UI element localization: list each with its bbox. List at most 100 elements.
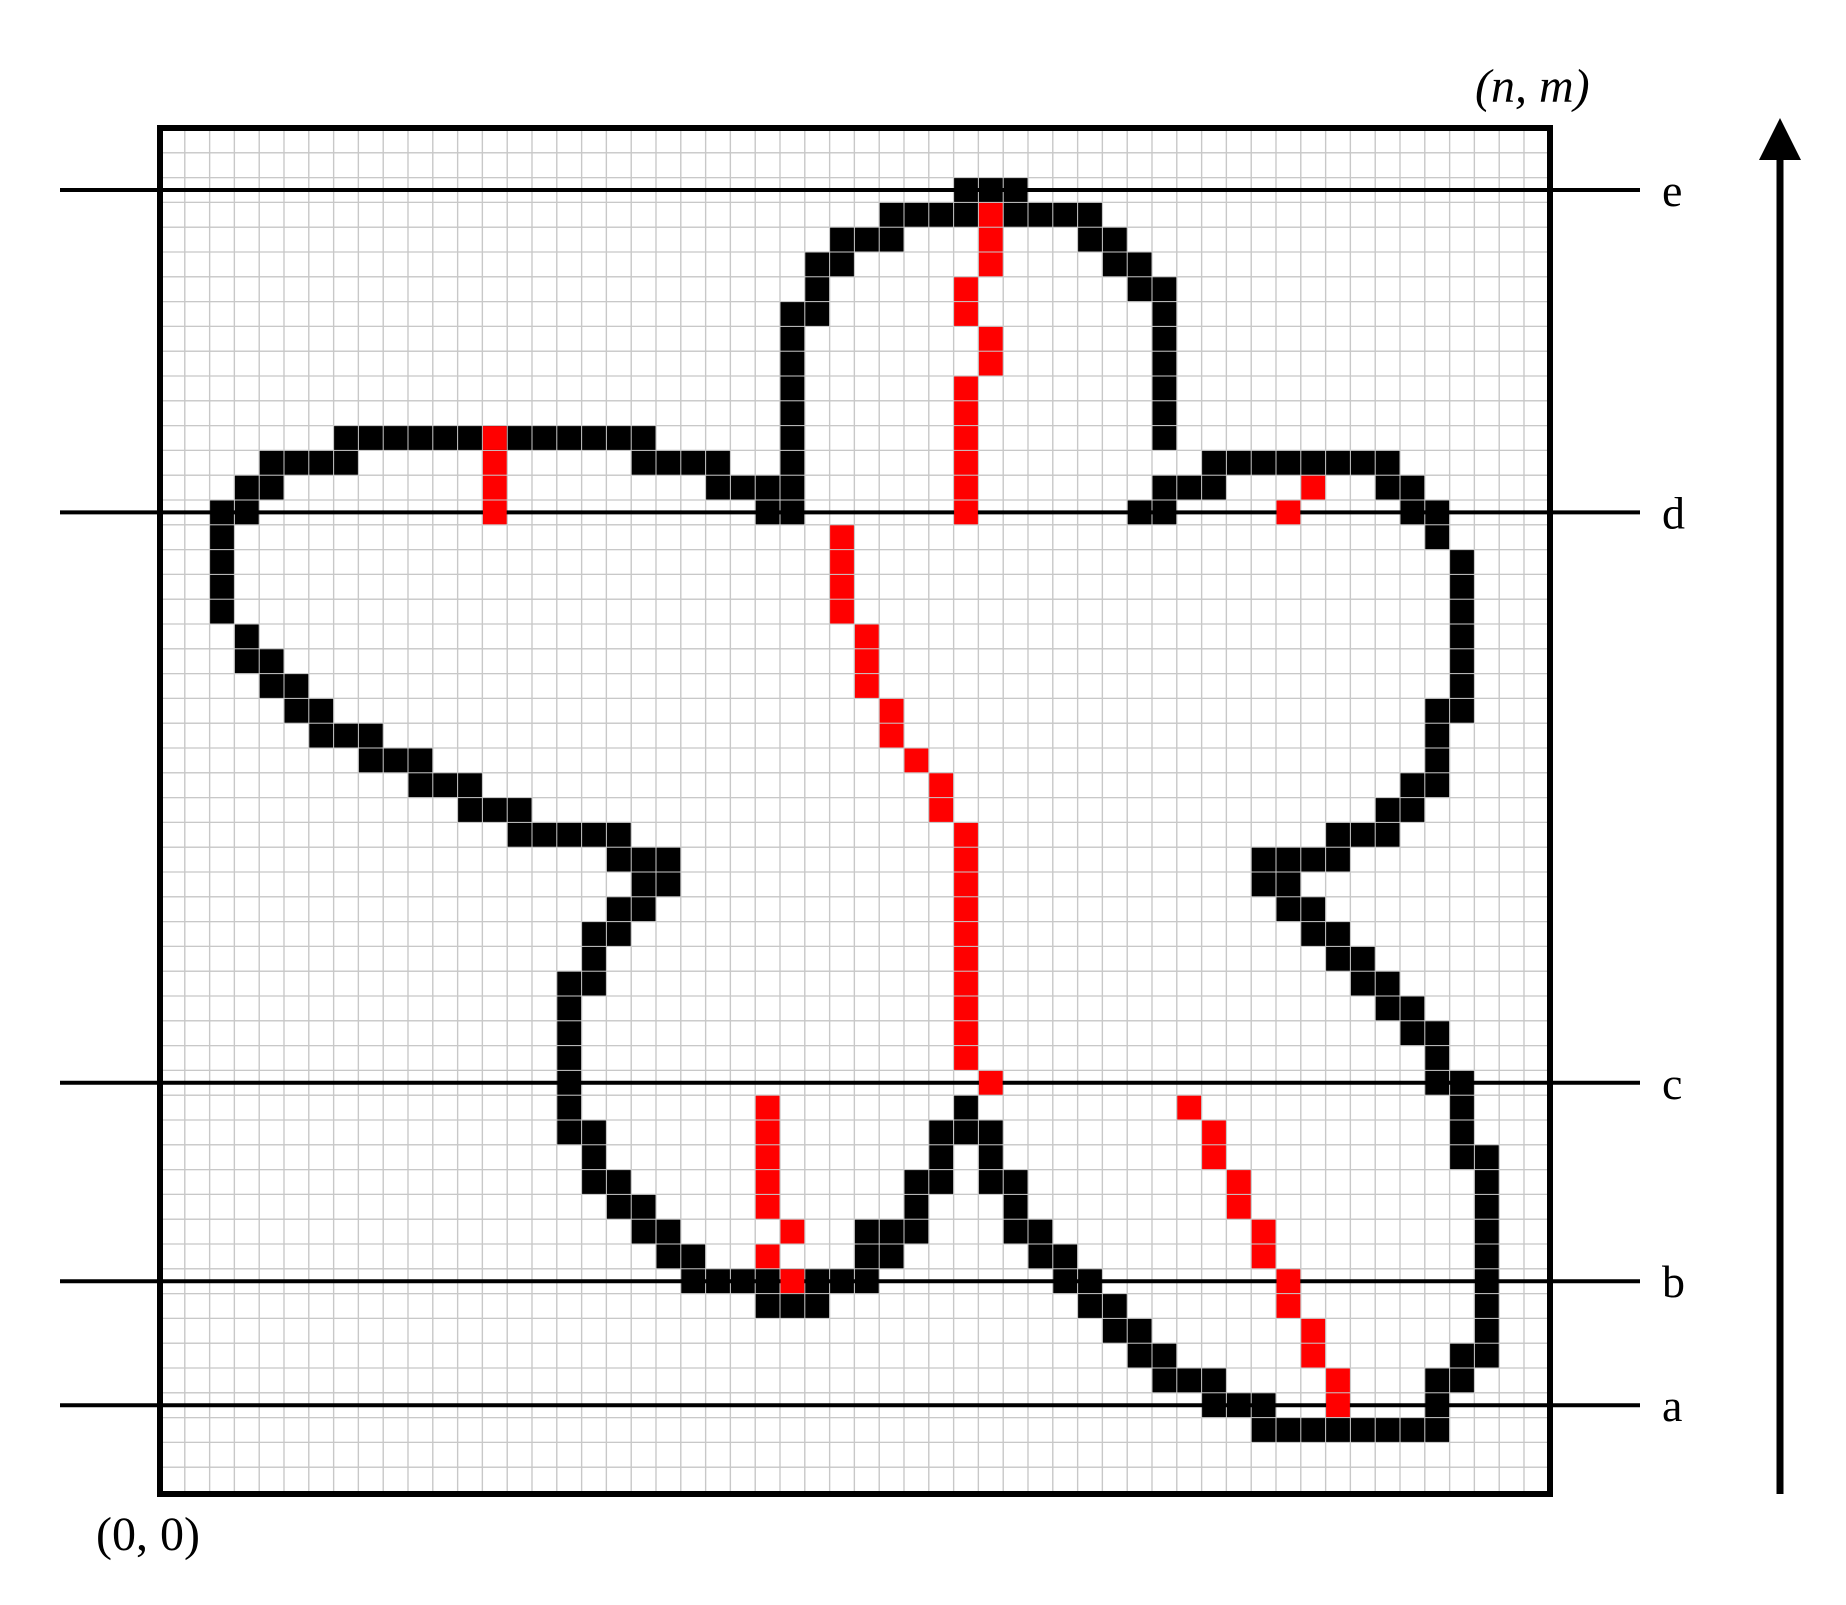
boundary-cell <box>1375 475 1400 500</box>
boundary-cell <box>830 227 854 252</box>
boundary-cell <box>1152 401 1177 426</box>
boundary-cell <box>408 748 433 773</box>
boundary-cell <box>1202 1393 1226 1418</box>
boundary-cell <box>606 822 631 847</box>
boundary-cell <box>1450 1343 1474 1368</box>
boundary-cell <box>532 822 557 847</box>
boundary-cell <box>309 450 334 475</box>
boundary-cell <box>1028 1219 1053 1244</box>
path-cell <box>954 500 978 525</box>
boundary-cell <box>1425 525 1450 550</box>
boundary-cell <box>1474 1170 1499 1194</box>
boundary-cell <box>383 748 408 773</box>
boundary-cell <box>631 1194 656 1219</box>
boundary-cell <box>1400 500 1425 525</box>
path-cell <box>1251 1244 1276 1269</box>
boundary-cell <box>383 426 408 450</box>
boundary-cell <box>1202 1368 1226 1393</box>
boundary-cell <box>234 500 259 525</box>
scan-line-label-b: b <box>1662 1256 1685 1307</box>
path-cell <box>954 426 978 450</box>
path-cell <box>978 202 1003 227</box>
boundary-cell <box>1152 302 1177 326</box>
boundary-cell <box>1474 1244 1499 1269</box>
boundary-cell <box>1003 202 1028 227</box>
boundary-cell <box>1276 872 1301 897</box>
boundary-cell <box>1375 971 1400 996</box>
boundary-cell <box>1450 1095 1474 1120</box>
path-cell <box>978 1070 1003 1095</box>
boundary-cell <box>1127 1318 1152 1343</box>
boundary-cell <box>1251 450 1276 475</box>
boundary-cell <box>582 946 606 971</box>
boundary-cell <box>1152 277 1177 302</box>
path-cell <box>1301 1318 1326 1343</box>
boundary-cell <box>1276 1418 1301 1442</box>
boundary-cell <box>557 1070 582 1095</box>
boundary-cell <box>631 450 656 475</box>
boundary-cell <box>1028 1244 1053 1269</box>
boundary-cell <box>1450 1368 1474 1393</box>
boundary-cell <box>1102 227 1127 252</box>
boundary-cell <box>706 450 730 475</box>
boundary-cell <box>458 773 482 798</box>
boundary-cell <box>1425 698 1450 723</box>
path-cell <box>954 822 978 847</box>
path-cell <box>780 1269 805 1294</box>
boundary-cell <box>482 798 507 822</box>
path-cell <box>1301 1343 1326 1368</box>
boundary-cell <box>1226 1393 1251 1418</box>
path-cell <box>954 1046 978 1070</box>
boundary-cell <box>1400 475 1425 500</box>
boundary-cell <box>1152 326 1177 351</box>
boundary-cell <box>879 1244 904 1269</box>
boundary-cell <box>606 922 631 946</box>
shape-interior <box>159 127 1550 1493</box>
path-cell <box>954 971 978 996</box>
boundary-cell <box>1301 897 1326 922</box>
boundary-cell <box>1326 946 1350 971</box>
boundary-cell <box>1053 1244 1078 1269</box>
top-right-label: (n, m) <box>1475 60 1590 113</box>
boundary-cell <box>334 723 358 748</box>
path-cell <box>954 946 978 971</box>
boundary-cell <box>1326 822 1350 847</box>
boundary-cell <box>805 1294 830 1318</box>
boundary-cell <box>854 1244 879 1269</box>
shape-boundary <box>210 178 1499 1442</box>
boundary-cell <box>978 178 1003 202</box>
boundary-cell <box>780 376 805 401</box>
boundary-cell <box>358 723 383 748</box>
boundary-cell <box>780 450 805 475</box>
boundary-cell <box>1127 252 1152 277</box>
path-cell <box>830 599 854 624</box>
boundary-cell <box>1276 847 1301 872</box>
boundary-cell <box>582 1145 606 1170</box>
boundary-cell <box>1152 426 1177 450</box>
boundary-cell <box>1202 475 1226 500</box>
boundary-cell <box>309 698 334 723</box>
boundary-cell <box>557 971 582 996</box>
boundary-cell <box>780 351 805 376</box>
boundary-cell <box>1425 1418 1450 1442</box>
boundary-cell <box>805 252 830 277</box>
boundary-cell <box>954 1095 978 1120</box>
path-cell <box>954 302 978 326</box>
path-cell <box>1326 1393 1350 1418</box>
path-cell <box>954 401 978 426</box>
path-cell <box>879 698 904 723</box>
boundary-cell <box>1450 599 1474 624</box>
boundary-cell <box>730 1269 755 1294</box>
path-cell <box>1202 1145 1226 1170</box>
boundary-cell <box>1053 1269 1078 1294</box>
path-cell <box>1276 1294 1301 1318</box>
boundary-cell <box>1425 500 1450 525</box>
boundary-cell <box>458 426 482 450</box>
boundary-cell <box>259 475 284 500</box>
boundary-cell <box>1474 1269 1499 1294</box>
boundary-cell <box>1474 1219 1499 1244</box>
path-cell <box>854 674 879 698</box>
boundary-cell <box>1301 450 1326 475</box>
boundary-cell <box>1301 1418 1326 1442</box>
boundary-cell <box>1425 748 1450 773</box>
